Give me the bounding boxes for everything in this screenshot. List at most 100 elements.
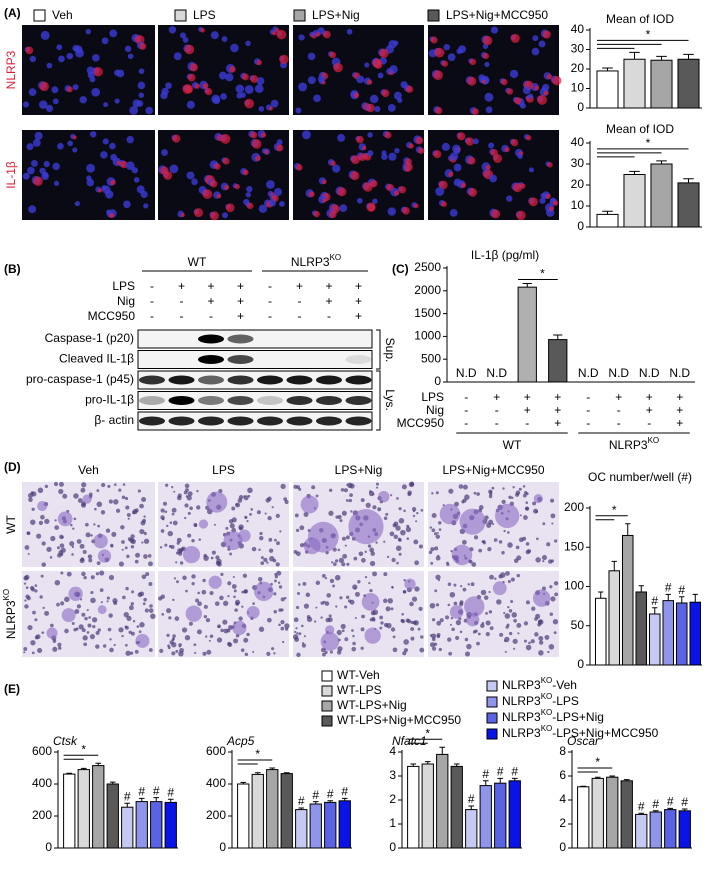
cell <box>349 493 353 497</box>
cell <box>320 616 323 619</box>
cell <box>81 612 86 617</box>
blot-band <box>257 416 283 426</box>
chart-title: Oscar <box>567 734 600 748</box>
cell-signal <box>120 160 128 169</box>
cell <box>334 559 339 563</box>
cell-signal <box>405 158 412 165</box>
osteoclast <box>464 596 485 617</box>
cell <box>97 628 101 632</box>
condition-sign: - <box>464 390 468 404</box>
cell <box>488 590 491 594</box>
cell-signal <box>93 66 103 77</box>
cell <box>71 553 74 556</box>
cell <box>439 618 444 623</box>
cell <box>88 558 93 563</box>
cell <box>92 624 96 629</box>
cell <box>130 602 135 606</box>
cell <box>27 624 33 631</box>
error-bar <box>439 746 446 755</box>
cell-signal <box>350 171 360 181</box>
cell-signal <box>187 73 196 82</box>
condition-sign: - <box>586 390 590 404</box>
cell <box>303 635 306 638</box>
cell <box>49 556 53 559</box>
cell <box>176 580 179 584</box>
cell-nucleus <box>186 100 195 109</box>
cell-nucleus <box>212 96 221 105</box>
cell <box>125 496 129 501</box>
osteoclast <box>97 549 112 563</box>
y-tick-label: 2500 <box>414 260 441 274</box>
significance-marker: # <box>681 795 688 809</box>
cell-signal <box>468 188 478 197</box>
bar <box>92 765 105 849</box>
condition-sign: + <box>676 390 683 404</box>
cell <box>121 548 124 551</box>
cell <box>191 582 195 586</box>
cell <box>368 490 375 497</box>
significance-marker: # <box>312 788 319 802</box>
cell <box>171 512 175 516</box>
chart-title: Mean of IOD <box>606 122 674 136</box>
cell-signal <box>469 58 477 66</box>
cell <box>375 486 379 489</box>
cell <box>243 495 249 501</box>
cell <box>113 499 119 505</box>
cell <box>328 510 334 516</box>
osteoclast <box>495 503 520 529</box>
cell-signal <box>315 32 321 37</box>
condition-label: Nig <box>117 294 135 308</box>
cell <box>57 642 62 647</box>
cell <box>227 594 230 598</box>
cell <box>551 522 554 525</box>
cell <box>546 542 551 547</box>
cell <box>81 502 87 508</box>
y-tick-label: 10 <box>571 198 585 212</box>
legend-label: WT-LPS <box>337 683 382 697</box>
cell-nucleus <box>478 74 486 81</box>
cell <box>352 634 355 638</box>
significance-annotation: * <box>540 267 545 281</box>
cell-signal <box>98 188 103 193</box>
cell <box>301 624 304 628</box>
legend-label-suffix: -LPS <box>552 694 579 708</box>
cell <box>166 633 170 637</box>
condition-sign: - <box>586 403 590 417</box>
cell <box>409 481 415 487</box>
cell <box>181 547 184 551</box>
value-label: N.D <box>578 366 599 380</box>
cell <box>446 561 449 565</box>
cell-signal <box>516 210 526 221</box>
cell <box>136 625 140 628</box>
cell <box>385 512 389 516</box>
cell-signal <box>264 149 269 155</box>
blot-band <box>286 416 313 426</box>
cell-signal <box>225 203 235 213</box>
group-label: WT <box>188 255 207 269</box>
cell-nucleus <box>356 197 363 204</box>
cell <box>54 519 57 522</box>
cell-nucleus <box>541 83 550 92</box>
cell-signal <box>194 83 200 89</box>
error-bar <box>683 178 694 183</box>
cell <box>164 510 168 514</box>
condition-sign: - <box>495 403 499 417</box>
cell <box>38 520 44 526</box>
cell-signal <box>356 135 364 144</box>
cell <box>331 561 334 564</box>
cell <box>139 528 145 535</box>
cell <box>197 601 202 607</box>
cell <box>459 602 464 607</box>
legend-swatch <box>486 728 498 740</box>
cell <box>26 531 31 535</box>
cell <box>120 525 125 530</box>
condition-label: MCC950 <box>397 416 445 430</box>
cell <box>280 483 286 490</box>
cell <box>448 651 453 656</box>
cell <box>476 492 480 496</box>
cell <box>260 561 265 565</box>
y-tick-label: 600 <box>206 744 226 758</box>
bar <box>596 213 619 228</box>
cell <box>353 556 358 561</box>
cell <box>279 530 282 533</box>
